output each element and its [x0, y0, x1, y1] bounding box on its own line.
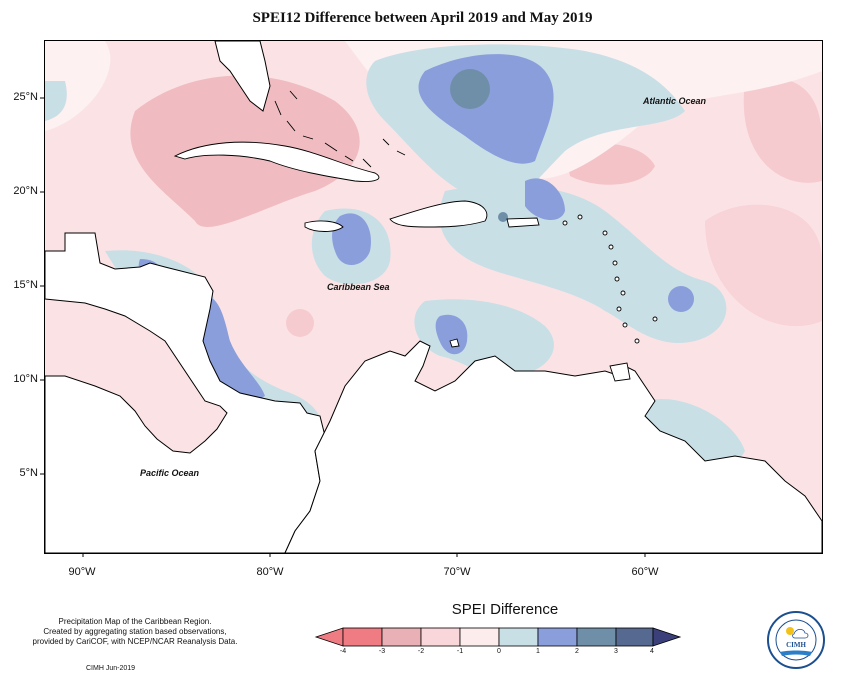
cimh-logo: CIMH: [767, 611, 825, 669]
lon-label-60w: 60°W: [631, 566, 659, 578]
legend-swatch: [342, 627, 383, 647]
legend-tick: -1: [456, 648, 464, 655]
land-south-america: [284, 340, 822, 553]
lat-label-20n: 20°N: [13, 185, 38, 197]
lat-label-10n: 10°N: [13, 373, 38, 385]
legend-swatch: [615, 627, 654, 647]
lon-label-70w: 70°W: [443, 566, 471, 578]
legend-title: SPEI Difference: [451, 601, 559, 618]
legend-tick: 4: [650, 648, 654, 655]
legend-swatch: [537, 627, 578, 647]
legend-swatch: [498, 627, 539, 647]
land-jamaica: [304, 220, 344, 232]
wet-anomaly-barbados: [668, 286, 694, 312]
map-title: SPEI12 Difference between April 2019 and…: [252, 10, 593, 26]
land-cuba: [173, 141, 380, 182]
negative-anomaly-small: [286, 309, 314, 337]
logo-text: CIMH: [786, 641, 806, 649]
note-line-3: provided by CariCOF, with NCEP/NCAR Rean…: [32, 637, 238, 646]
lat-label-5n: 5°N: [19, 467, 38, 479]
map-frame: Atlantic Ocean Caribbean Sea Pacific Oce…: [44, 40, 823, 554]
lon-label-90w: 90°W: [68, 566, 96, 578]
spei-map: Atlantic Ocean Caribbean Sea Pacific Oce…: [45, 41, 822, 553]
label-caribbean-sea: Caribbean Sea: [327, 282, 390, 292]
water-icon: [780, 650, 812, 656]
legend-swatch: [576, 627, 617, 647]
legend-tick: 2: [575, 648, 579, 655]
label-atlantic-ocean: Atlantic Ocean: [642, 96, 707, 106]
legend-swatch: [381, 627, 422, 647]
negative-anomaly-east: [743, 77, 822, 183]
lon-label-80w: 80°W: [256, 566, 284, 578]
negative-anomaly-southeast: [705, 204, 822, 327]
legend-tick: -2: [417, 648, 425, 655]
strong-wet-anomaly: [450, 69, 490, 109]
legend-swatch: [420, 627, 461, 647]
wet-anomaly-puerto-rico: [525, 178, 565, 221]
land-lesser-antilles: [449, 214, 658, 382]
note-line-1: Precipitation Map of the Caribbean Regio…: [58, 617, 212, 626]
legend-left-arrow: [314, 627, 344, 647]
sun-icon: [786, 627, 794, 635]
credit-text: CIMH Jun-2019: [86, 665, 136, 672]
strong-wet-anomaly-small: [498, 212, 508, 222]
land-florida: [214, 41, 271, 112]
lat-label-15n: 15°N: [13, 279, 38, 291]
legend-right-arrow: [652, 627, 682, 647]
land-bahamas: [274, 90, 406, 168]
wet-anomaly-aruba: [435, 314, 468, 355]
label-pacific-ocean: Pacific Ocean: [140, 468, 200, 478]
land-hispaniola: [389, 200, 488, 228]
note-line-2: Created by aggregating station based obs…: [43, 627, 227, 636]
legend-tick: 1: [536, 648, 540, 655]
lat-label-25n: 25°N: [13, 91, 38, 103]
legend-tick: -4: [339, 648, 347, 655]
land-puerto-rico: [506, 217, 540, 228]
positive-anomaly-west-edge: [45, 81, 67, 121]
legend-tick: -3: [378, 648, 386, 655]
positive-anomaly-guyana: [641, 399, 745, 464]
map-notes: Precipitation Map of the Caribbean Regio…: [6, 617, 264, 647]
legend-swatch: [459, 627, 500, 647]
legend-tick: 3: [614, 648, 618, 655]
cloud-icon: [792, 628, 809, 639]
legend-tick: 0: [497, 648, 501, 655]
